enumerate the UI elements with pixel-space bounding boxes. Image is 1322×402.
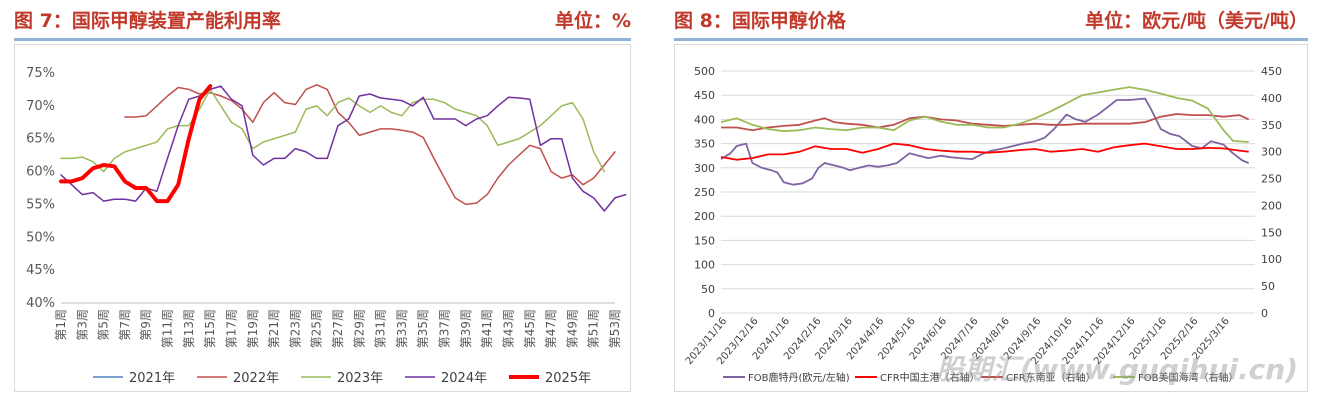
- series-line: [720, 97, 1250, 186]
- right-header: 图 8：国际甲醇价格 单位：欧元/吨（美元/吨）: [674, 6, 1308, 34]
- x-tick-label: 第23周: [288, 309, 302, 348]
- y-tick-label: 60%: [26, 165, 55, 180]
- y-left-tick-label: 300: [694, 162, 715, 175]
- x-tick-label: 第13周: [182, 309, 196, 348]
- y-left-tick-label: 350: [694, 138, 715, 151]
- x-tick-label: 第39周: [459, 309, 473, 348]
- x-tick-label: 第15周: [203, 309, 217, 348]
- left-chart-unit: 单位：%: [554, 10, 631, 32]
- x-tick-label: 第17周: [224, 309, 238, 348]
- y-right-tick-label: 300: [1261, 146, 1282, 159]
- x-tick-label: 第37周: [438, 309, 452, 348]
- legend-label: CFR东南亚（右轴）: [1006, 371, 1096, 384]
- right-chart-frame: 0 50 100 150 200 250 300 350 400 450 500 0 50 100 150 2…: [674, 44, 1308, 392]
- legend-label: 2023年: [337, 371, 383, 386]
- x-tick-label: 第31周: [374, 309, 388, 348]
- y-tick-label: 65%: [26, 132, 55, 147]
- left-chart-title: 图 7：国际甲醇装置产能利用率: [14, 10, 281, 32]
- right-panel: 图 8：国际甲醇价格 单位：欧元/吨（美元/吨） 0 50 100 150 200 250…: [660, 0, 1322, 402]
- x-tick-label: 第35周: [416, 309, 430, 348]
- y-tick-label: 55%: [26, 197, 55, 212]
- y-left-tick-label: 150: [694, 234, 715, 247]
- y-right-tick-label: 250: [1261, 173, 1282, 186]
- y-left-tick-label: 100: [694, 259, 715, 272]
- left-header: 图 7：国际甲醇装置产能利用率 单位：%: [14, 6, 631, 34]
- x-tick-label: 第3周: [75, 309, 89, 341]
- left-chart-frame: 40% 45% 50% 55% 60% 65% 70% 75% 第1周 第3周 第5周 第7周 第9周第…: [14, 44, 631, 392]
- legend-label: FOB美国海湾（右轴）: [1138, 371, 1238, 384]
- y-right-tick-label: 0: [1261, 307, 1268, 320]
- x-tick-label: 第11周: [161, 309, 175, 348]
- legend-label: 2022年: [233, 371, 279, 386]
- y-tick-label: 70%: [26, 99, 55, 114]
- right-title-rule: [674, 38, 1308, 41]
- y-tick-label: 40%: [26, 296, 55, 311]
- y-left-tick-label: 200: [694, 210, 715, 223]
- series-line: [720, 86, 1249, 143]
- x-tick-label: 第27周: [331, 309, 345, 348]
- x-tick-label: 第5周: [97, 309, 111, 341]
- y-left-tick-label: 50: [701, 283, 715, 296]
- price-chart: 0 50 100 150 200 250 300 350 400 450 500 0 50 100 150 2…: [684, 65, 1282, 384]
- series-line: [60, 85, 627, 212]
- x-tick-label: 第19周: [246, 309, 260, 348]
- y-left-tick-label: 450: [694, 89, 715, 102]
- right-chart-title: 图 8：国际甲醇价格: [674, 10, 846, 32]
- right-chart-unit: 单位：欧元/吨（美元/吨）: [1085, 10, 1308, 32]
- x-tick-label: 第25周: [310, 309, 324, 348]
- utilization-chart: 40%45%50%55%60%65%70%75%第1周 第3周 第5周 第7周 第9周第…: [26, 66, 627, 386]
- y-right-tick-label: 150: [1261, 226, 1282, 239]
- x-tick-label: 第41周: [480, 309, 494, 348]
- legend-label: 2024年: [441, 371, 487, 386]
- y-left-tick-label: 250: [694, 186, 715, 199]
- y-right-tick-label: 450: [1261, 65, 1282, 78]
- y-left-tick-label: 0: [708, 307, 715, 320]
- y-tick-label: 45%: [26, 263, 55, 278]
- x-tick-label: 第1周: [54, 309, 68, 341]
- x-tick-label: 第7周: [118, 309, 132, 341]
- x-tick-label: 第43周: [501, 309, 515, 348]
- y-right-tick-label: 400: [1261, 92, 1282, 105]
- y-right-tick-label: 50: [1261, 280, 1275, 293]
- y-right-tick-label: 350: [1261, 119, 1282, 132]
- y-right-tick-label: 200: [1261, 199, 1282, 212]
- watermark: 股期汇(www.guqihui.cn): [935, 353, 1298, 386]
- legend-label: 2021年: [129, 371, 175, 386]
- x-tick-label: 第45周: [523, 309, 537, 348]
- x-tick-label: 第51周: [587, 309, 601, 348]
- left-panel: 图 7：国际甲醇装置产能利用率 单位：% 40% 45% 50% 55% 60% 65% 7…: [0, 0, 645, 402]
- series-line: [60, 88, 606, 173]
- y-left-tick-label: 400: [694, 113, 715, 126]
- x-tick-label: 第21周: [267, 309, 281, 348]
- series-line: [721, 113, 1250, 132]
- legend-label: FOB鹿特丹(欧元/左轴): [748, 371, 850, 384]
- legend-label: CFR中国主港（右轴）: [880, 371, 980, 384]
- y-right-tick-label: 100: [1261, 253, 1282, 266]
- y-tick-label: 50%: [26, 230, 55, 245]
- y-left-tick-label: 500: [694, 65, 715, 78]
- x-tick-label: 第33周: [395, 309, 409, 348]
- left-title-rule: [14, 38, 631, 41]
- series-line: [720, 142, 1249, 161]
- x-tick-label: 第29周: [352, 309, 366, 348]
- x-tick-label: 第9周: [139, 309, 153, 341]
- legend-label: 2025年: [545, 371, 591, 386]
- y-tick-label: 75%: [26, 66, 55, 81]
- x-tick-label: 第47周: [544, 309, 558, 348]
- x-tick-label: 第53周: [608, 309, 622, 348]
- x-tick-label: 第49周: [565, 309, 579, 348]
- series-line: [59, 84, 213, 204]
